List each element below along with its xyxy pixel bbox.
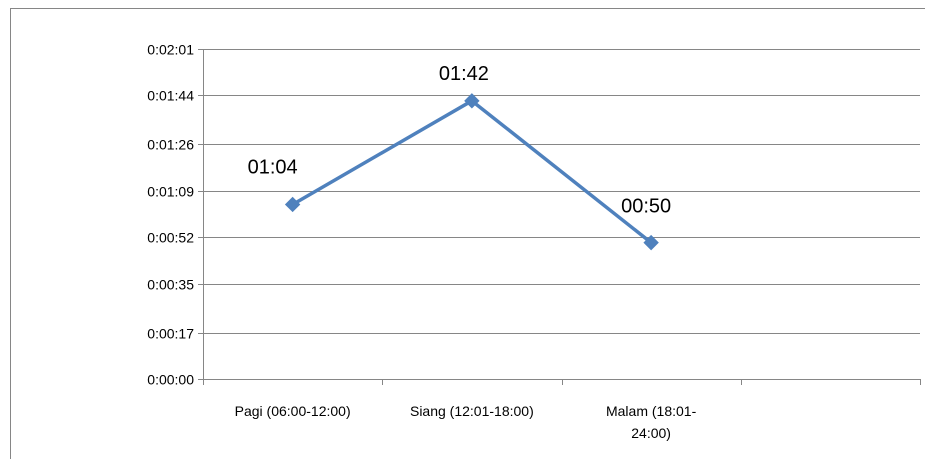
x-axis [203,49,921,385]
x-tick-label-line: Malam (18:01- [606,403,697,419]
data-label: 01:42 [439,63,489,85]
x-tick-label: Pagi (06:00-12:00) [235,403,351,419]
data-point-marker [643,234,659,251]
series-plot [284,93,659,251]
data-point-marker [284,196,301,213]
y-tick-label: 0:00:52 [147,230,194,246]
x-tick-label-line: Pagi (06:00-12:00) [235,403,351,419]
y-tick-label: 0:00:00 [147,372,194,388]
y-tick-label: 0:00:35 [147,277,194,293]
x-tick-label: Siang (12:01-18:00) [410,403,534,419]
series-line [290,99,653,245]
x-tick-label-line: 24:00) [631,425,671,441]
y-tick-label: 0:02:01 [147,42,194,58]
x-tick-label-line: Siang (12:01-18:00) [410,403,534,419]
y-tick-label: 0:01:44 [147,88,194,104]
data-labels: 01:04 01:42 00:50 [248,63,672,218]
data-label: 01:04 [248,156,298,178]
y-tick-label: 0:01:09 [147,184,194,200]
y-tick-label: 0:01:26 [147,137,194,153]
y-tick-label: 0:00:17 [147,326,194,342]
x-tick-labels: Pagi (06:00-12:00) Siang (12:01-18:00) Mal… [235,403,697,441]
data-point-marker [464,93,480,109]
y-tick-labels: 0:00:00 0:00:17 0:00:35 0:00:52 0:01:09 0:01:… [147,42,203,388]
x-tick-label: Malam (18:01- 24:00) [606,403,697,441]
y-gridlines [203,49,920,334]
data-label: 00:50 [621,196,671,218]
